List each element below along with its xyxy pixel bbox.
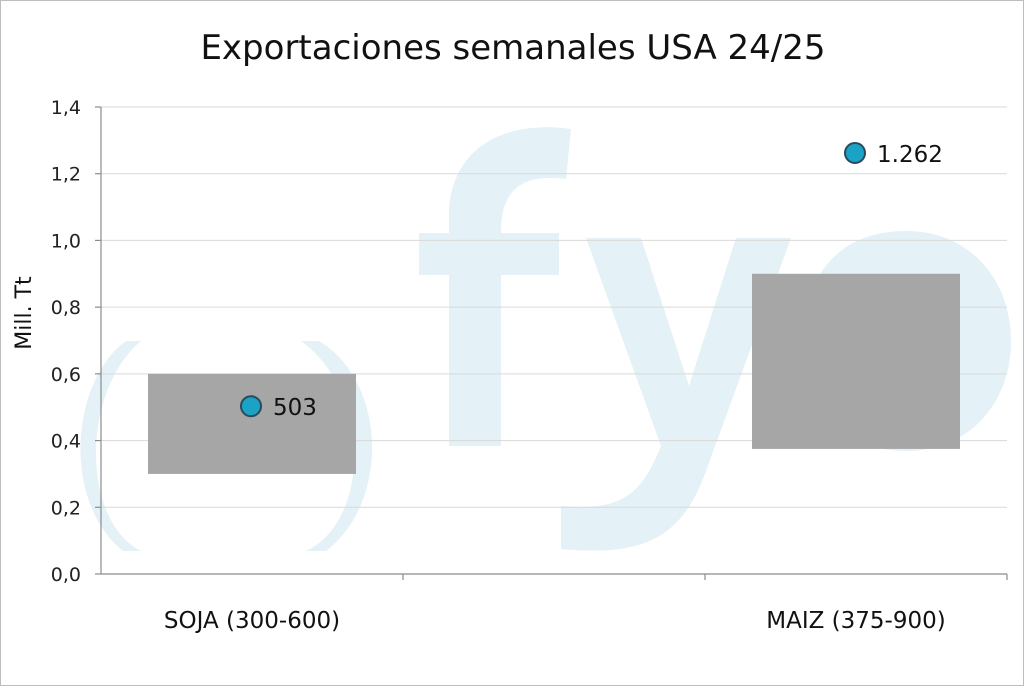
y-tick-label: 0,8: [51, 297, 81, 319]
y-tick-label: 1,4: [51, 97, 81, 119]
range-bar: [752, 273, 960, 449]
y-tick-label: 0,2: [51, 497, 81, 519]
y-tick-label: 0,6: [51, 364, 81, 386]
data-label: 1.262: [877, 142, 943, 168]
data-label: 503: [273, 395, 317, 421]
data-point: [240, 395, 262, 418]
category-label: MAIZ (375-900): [766, 608, 945, 634]
y-tick-label: 1,0: [51, 230, 81, 252]
data-points: 503 1.262: [240, 142, 943, 421]
data-point: [844, 142, 866, 165]
category-label: SOJA (300-600): [164, 608, 340, 634]
y-tick-label: 0,4: [51, 431, 81, 453]
y-tick-labels: 0,0 0,2 0,4 0,6 0,8 1,0 1,2 1,4: [51, 97, 81, 586]
chart-title: Exportaciones semanales USA 24/25: [200, 28, 825, 68]
y-axis-label: Mill. Tt: [12, 276, 37, 350]
range-bar: [148, 373, 356, 474]
y-tick-label: 0,0: [51, 564, 81, 586]
axes: [95, 106, 1008, 580]
range-bars: [148, 273, 960, 474]
y-tick-label: 1,2: [51, 164, 81, 186]
category-labels: SOJA (300-600) MAIZ (375-900): [164, 608, 946, 634]
